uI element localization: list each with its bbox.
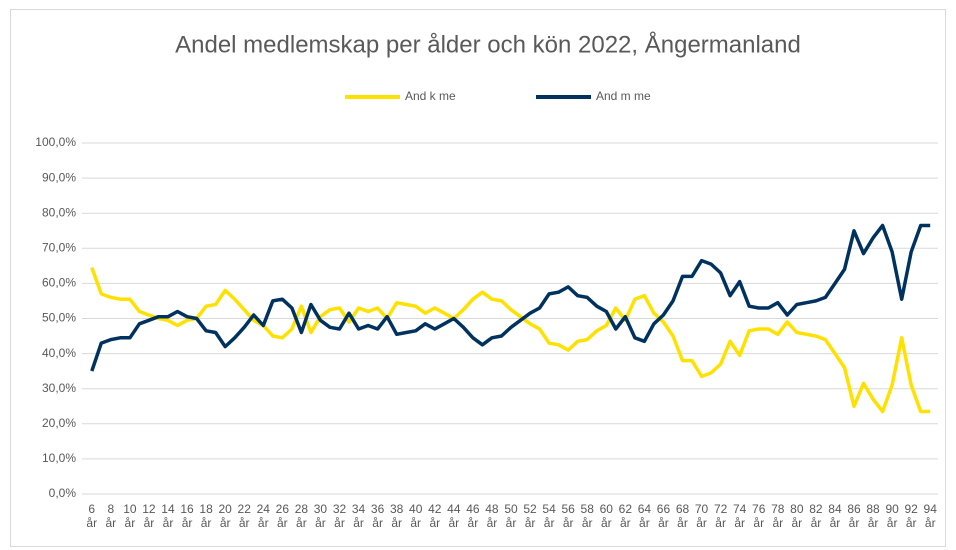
x-tick-label: 84 år xyxy=(828,502,842,530)
legend-label: And k me xyxy=(405,89,456,103)
x-tick-label: 42 år xyxy=(428,502,442,530)
x-tick-label: 24 år xyxy=(257,502,271,530)
x-tick-label: 40 år xyxy=(409,502,423,530)
x-tick-label: 70 år xyxy=(695,502,709,530)
x-tick-label: 22 år xyxy=(238,502,252,530)
x-tick-label: 14 år xyxy=(161,502,175,530)
x-tick-label: 8 år xyxy=(105,502,116,530)
x-tick-label: 74 år xyxy=(733,502,747,530)
chart-title: Andel medlemskap per ålder och kön 2022,… xyxy=(175,30,801,58)
x-tick-label: 18 år xyxy=(199,502,213,530)
x-tick-label: 86 år xyxy=(847,502,861,530)
x-tick-label: 26 år xyxy=(276,502,290,530)
series-line xyxy=(90,223,931,372)
x-tick-label: 76 år xyxy=(752,502,766,530)
x-tick-label: 52 år xyxy=(523,502,537,530)
x-tick-label: 92 år xyxy=(905,502,919,530)
x-tick-label: 44 år xyxy=(447,502,461,530)
x-tick-label: 66 år xyxy=(657,502,671,530)
x-tick-label: 90 år xyxy=(885,502,899,530)
x-tick-label: 20 år xyxy=(218,502,232,530)
x-tick-label: 50 år xyxy=(504,502,518,530)
x-tick-label: 78 år xyxy=(771,502,785,530)
x-tick-label: 88 år xyxy=(866,502,880,530)
x-tick-label: 48 år xyxy=(485,502,499,530)
series-line xyxy=(90,267,931,414)
x-tick-label: 58 år xyxy=(581,502,595,530)
x-tick-label: 60 år xyxy=(600,502,614,530)
y-tick-label: 70,0% xyxy=(42,240,76,254)
x-tick-label: 62 år xyxy=(619,502,633,530)
x-tick-label: 10 år xyxy=(123,502,137,530)
x-tick-label: 28 år xyxy=(295,502,309,530)
x-tick-label: 68 år xyxy=(676,502,690,530)
y-tick-label: 80,0% xyxy=(42,205,76,219)
y-tick-label: 10,0% xyxy=(42,451,76,465)
x-tick-label: 16 år xyxy=(180,502,194,530)
y-tick-label: 50,0% xyxy=(42,311,76,325)
x-tick-label: 80 år xyxy=(790,502,804,530)
legend-label: And m me xyxy=(596,89,651,103)
x-tick-label: 94 år xyxy=(924,502,938,530)
x-tick-label: 46 år xyxy=(466,502,480,530)
y-tick-label: 20,0% xyxy=(42,416,76,430)
x-tick-label: 82 år xyxy=(809,502,823,530)
x-tick-label: 56 år xyxy=(561,502,575,530)
y-tick-label: 40,0% xyxy=(42,346,76,360)
y-tick-label: 90,0% xyxy=(42,170,76,184)
x-tick-label: 30 år xyxy=(314,502,328,530)
x-tick-label: 12 år xyxy=(142,502,156,530)
x-tick-label: 64 år xyxy=(638,502,652,530)
y-tick-label: 60,0% xyxy=(42,276,76,290)
chart-frame xyxy=(10,9,946,547)
y-tick-label: 100,0% xyxy=(35,135,76,149)
x-tick-label: 32 år xyxy=(333,502,347,530)
x-tick-label: 72 år xyxy=(714,502,728,530)
y-tick-label: 30,0% xyxy=(42,381,76,395)
x-tick-label: 38 år xyxy=(390,502,404,530)
x-tick-label: 6 år xyxy=(86,502,97,530)
x-tick-label: 34 år xyxy=(352,502,366,530)
x-tick-label: 54 år xyxy=(542,502,556,530)
y-tick-label: 0,0% xyxy=(49,486,77,500)
x-tick-label: 36 år xyxy=(371,502,385,530)
